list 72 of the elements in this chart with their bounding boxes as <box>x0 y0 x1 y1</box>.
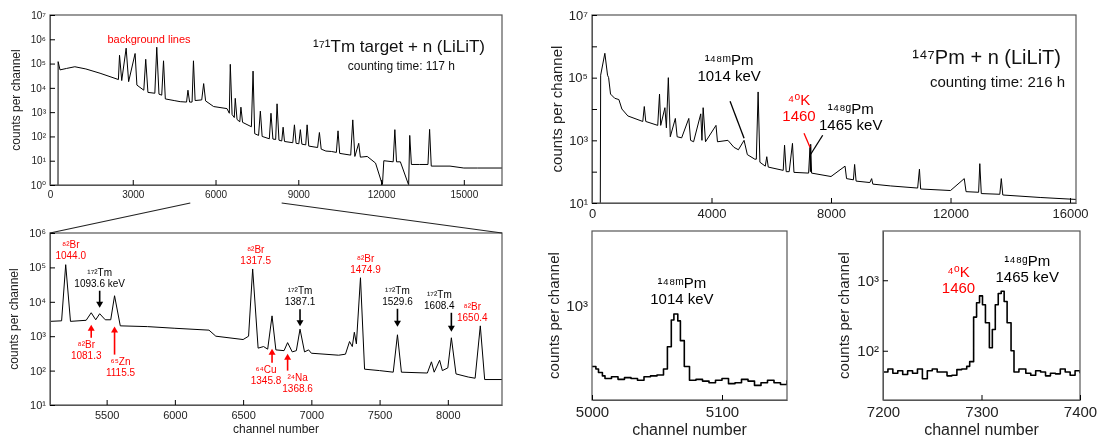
x-tick-label: 12000 <box>932 206 970 222</box>
y-tick-label: 10⁴ <box>30 82 46 94</box>
x-tick-label: 6500 <box>231 408 256 421</box>
y-tick-label: 10⁵ <box>29 261 46 274</box>
annotation: ⁸²Br 1044.0 <box>55 239 87 262</box>
x-tick-label: 9000 <box>287 189 311 201</box>
annotation: ⁶⁵Zn 1115.5 <box>106 355 136 378</box>
y-axis-title: counts per channel <box>544 252 562 379</box>
y-tick-label: 10³ <box>569 132 589 148</box>
x-axis-title: channel number <box>924 421 1040 438</box>
annotation: ²⁴Na 1368.6 <box>282 371 314 394</box>
annotation: ⁴⁰K 1460 <box>782 90 816 124</box>
y-axis-title: counts per channel <box>7 268 21 370</box>
annotation: ¹⁴⁸ᵐPm 1014 keV <box>650 273 714 307</box>
x-tick-label: 6000 <box>163 408 188 421</box>
y-tick-label: 10² <box>31 131 47 143</box>
annotation: ⁶⁴Cu 1345.8 <box>250 363 282 386</box>
x-tick-label: 8000 <box>817 206 846 222</box>
x-tick-label: 7200 <box>866 402 901 420</box>
x-tick-label: 5000 <box>575 402 610 420</box>
y-axis-title: counts per channel <box>834 252 852 379</box>
x-tick-label: 7000 <box>299 408 325 421</box>
y-tick-label: 10⁷ <box>31 9 47 21</box>
x-tick-label: 5100 <box>705 402 740 420</box>
annotation: ¹⁷²Tm 1608.4 <box>424 288 456 311</box>
x-tick-label: 8000 <box>436 408 461 421</box>
y-axis-title: counts per channel <box>547 45 565 173</box>
y-tick-label: 10⁴ <box>29 295 47 308</box>
y-tick-label: 10⁶ <box>30 33 46 45</box>
y-tick-label: 10¹ <box>569 195 589 211</box>
y-tick-label: 10² <box>857 342 879 360</box>
annotation: ⁸²Br 1081.3 <box>70 338 102 361</box>
x-tick-label: 6000 <box>204 189 228 201</box>
text: counting time: 216 h <box>929 73 1065 90</box>
x-tick-label: 5500 <box>94 408 120 421</box>
y-tick-label: 10⁶ <box>29 227 46 240</box>
x-tick-label: 4000 <box>697 206 727 222</box>
y-tick-label: 10⁵ <box>568 70 588 86</box>
annotation: ⁸²Br 1317.5 <box>240 243 272 266</box>
x-tick-label: 12000 <box>367 189 396 201</box>
x-tick-label: 0 <box>588 206 597 222</box>
y-axis-title: counts per channel <box>9 49 23 151</box>
y-tick-label: 10⁰ <box>30 179 46 191</box>
y-tick-label: 10² <box>30 364 47 377</box>
x-tick-label: 0 <box>47 189 54 201</box>
x-tick-label: 7500 <box>367 408 393 421</box>
text: ¹⁷¹Tm target + n (LiLiT) <box>313 37 485 56</box>
annotation: background lines <box>107 32 192 45</box>
text: counting time: 117 h <box>347 59 455 73</box>
y-tick-label: 10⁵ <box>30 58 46 70</box>
x-tick-label: 7400 <box>1063 402 1098 420</box>
annotation: ⁴⁰K 1460 <box>941 262 976 296</box>
annotation: ¹⁴⁸ᵐPm 1014 keV <box>697 51 761 85</box>
annotation: ⁸²Br 1650.4 <box>457 300 489 323</box>
annotation: ⁸²Br 1474.9 <box>350 252 382 275</box>
annotation: ¹⁴⁸ᵍPm 1465 keV <box>819 99 883 133</box>
x-tick-label: 7300 <box>965 402 999 420</box>
text: ¹⁴⁷Pm + n (LiLiT) <box>912 46 1061 68</box>
y-tick-label: 10³ <box>30 330 47 343</box>
annotation: ¹⁴⁸ᵍPm 1465 keV <box>995 251 1059 285</box>
x-tick-label: 3000 <box>122 189 145 201</box>
x-tick-label: 16000 <box>1052 206 1089 222</box>
x-axis-title: channel number <box>232 422 320 436</box>
x-tick-label: 15000 <box>450 189 479 201</box>
x-axis-title: channel number <box>632 421 748 438</box>
y-tick-label: 10⁷ <box>568 7 589 23</box>
annotation: ¹⁷²Tm 1529.6 <box>382 284 414 307</box>
y-tick-label: 10³ <box>31 106 47 118</box>
annotation: ¹⁷²Tm 1387.1 <box>284 284 316 307</box>
y-tick-label: 10¹ <box>30 399 47 412</box>
annotation: ¹⁷²Tm 1093.6 keV <box>74 266 126 289</box>
y-tick-label: 10¹ <box>31 155 47 167</box>
